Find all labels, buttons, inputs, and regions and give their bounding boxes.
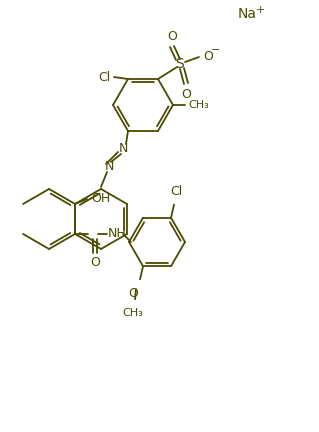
Text: O: O (128, 287, 138, 300)
Text: NH: NH (108, 228, 126, 241)
Text: N: N (118, 143, 128, 156)
Text: OH: OH (92, 193, 111, 206)
Text: S: S (176, 57, 184, 71)
Text: O: O (181, 88, 191, 101)
Text: O: O (167, 29, 177, 42)
Text: Cl: Cl (98, 70, 110, 83)
Text: Cl: Cl (170, 185, 182, 198)
Text: O: O (203, 50, 213, 63)
Text: N: N (104, 160, 114, 174)
Text: O: O (90, 257, 100, 270)
Text: Na: Na (238, 7, 257, 21)
Text: CH₃: CH₃ (189, 100, 209, 110)
Text: −: − (211, 45, 221, 55)
Text: CH₃: CH₃ (122, 308, 144, 318)
Text: +: + (256, 5, 265, 15)
